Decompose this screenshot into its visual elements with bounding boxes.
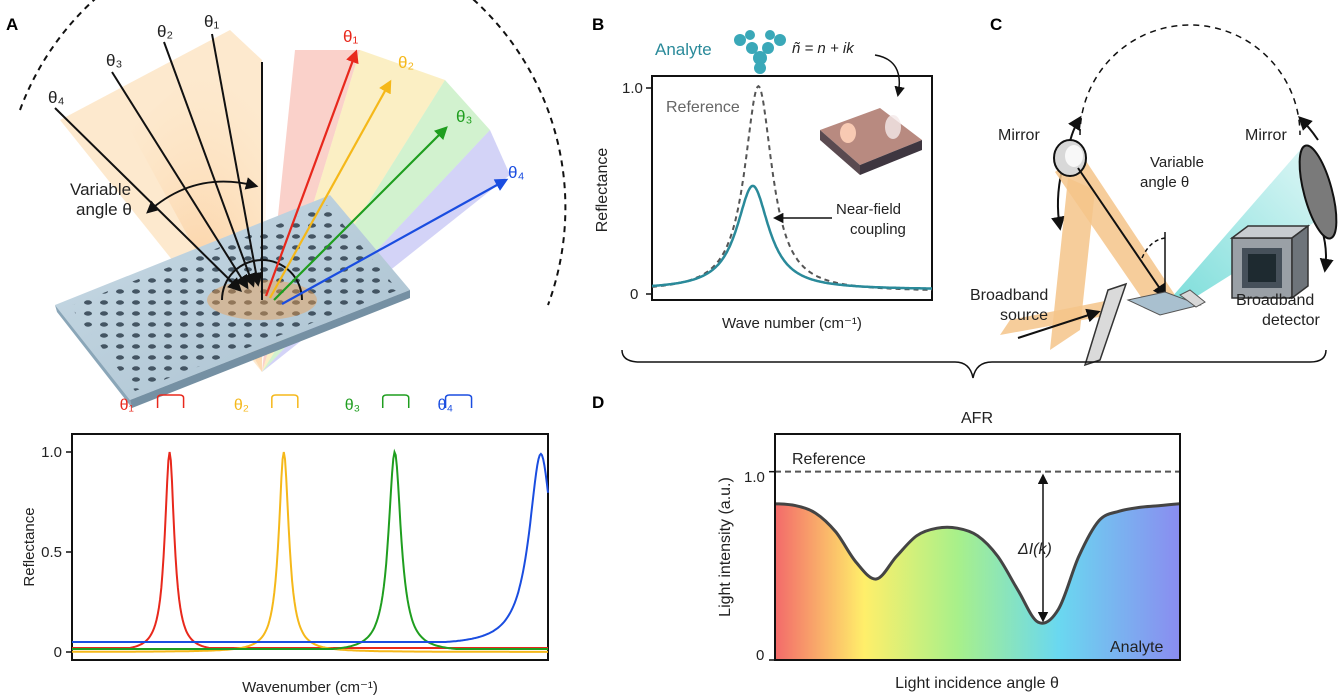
- variable-angle-label-1: Variable: [70, 180, 131, 199]
- chart-a-series-2: [72, 451, 548, 653]
- chart-b-ylabel: Reflectance: [594, 148, 611, 233]
- chart-d-frame: [774, 433, 1181, 661]
- chart-b-analyte-curve: [651, 184, 932, 290]
- chart-d-xlabel: Light incidence angle θ: [895, 675, 1059, 692]
- broadband-source-icon: [1083, 282, 1128, 367]
- beam-direction-arrow: [1077, 167, 1167, 299]
- chart-d-afr: Reference ΔI(k) Analyte 1.0 0 Light inte…: [717, 433, 1181, 692]
- near-field-label-1: Near-field: [836, 201, 901, 218]
- reflected-arrow-4: [281, 178, 509, 305]
- mirror-right-label: Mirror: [1245, 127, 1287, 144]
- chart-d-analyte-curve: [775, 502, 1180, 625]
- chart-b-ytick-0: 0: [630, 286, 638, 303]
- setup-arc-dashed: [1079, 24, 1301, 136]
- chart-a-peak-bracket-2: [271, 394, 299, 408]
- chart-a-peak-bracket-3: [381, 394, 410, 408]
- antibody-molecule-icon: [734, 30, 786, 74]
- panel-label-c: C: [990, 15, 1002, 34]
- chart-a-ytick-label: 0.5: [41, 544, 62, 561]
- source-beam-c: [1050, 178, 1095, 350]
- variable-angle-c-2: angle θ: [1140, 174, 1189, 191]
- chart-d-title: AFR: [961, 410, 993, 427]
- source-label-1: Broadband: [970, 287, 1048, 304]
- chart-a-ytick-label: 1.0: [41, 444, 62, 461]
- reflected-label-2: θ₂: [398, 53, 414, 72]
- chart-a-ytick-label: 0: [54, 644, 62, 661]
- delta-intensity-label: ΔI(k): [1017, 541, 1052, 558]
- source-label-2: source: [1000, 307, 1048, 324]
- chart-a-ylabel: Reflectance: [21, 507, 38, 586]
- chart-a-peak-bracket-4: [444, 394, 473, 408]
- formula-arrow: [874, 54, 905, 98]
- reference-label-b: Reference: [666, 99, 740, 116]
- reflected-arrow-1: [264, 49, 359, 297]
- chart-d-area-fill: [775, 503, 1180, 660]
- chart-a-frame: [71, 433, 549, 661]
- incidence-semicircle: [221, 259, 303, 301]
- incident-label-2: θ₂: [157, 22, 173, 41]
- grouping-brace: [621, 349, 1327, 379]
- chart-a-peak-label-4: θ₄: [438, 397, 453, 414]
- refractive-index-formula: ñ = n + ik: [792, 40, 855, 57]
- chart-a-spectra: θ₁ θ₂ θ₃ θ₄ 0 0.5 1.0 Wavenumber (cm⁻¹) Refle…: [21, 394, 549, 696]
- chart-b-frame: [651, 75, 933, 301]
- detector-label-2: detector: [1262, 312, 1320, 329]
- panel-label-b: B: [592, 15, 604, 34]
- reflected-label-3: θ₃: [456, 107, 472, 126]
- mirror-right-icon: [1298, 144, 1338, 240]
- source-input-arrow: [1017, 308, 1101, 339]
- near-field-label-2: coupling: [850, 221, 906, 238]
- sample-window-c: [1179, 289, 1206, 308]
- incident-arrow-1: [211, 33, 263, 287]
- chart-a-xlabel: Wavenumber (cm⁻¹): [242, 679, 378, 696]
- chart-b-reflectance: 1.0 0 Reference Near-field coupling Refl…: [594, 75, 933, 332]
- reference-label-d: Reference: [792, 451, 866, 468]
- chart-a-peak-label-1: θ₁: [120, 397, 134, 414]
- chart-a-peak-bracket-1: [156, 394, 185, 408]
- panel-label-a: A: [6, 15, 18, 34]
- reflected-arrow-2: [269, 79, 392, 299]
- chart-d-ytick-1: 1.0: [744, 469, 765, 486]
- chart-b-xlabel: Wave number (cm⁻¹): [722, 315, 862, 332]
- incident-arrow-2: [163, 41, 256, 288]
- reflected-arrow-3: [273, 126, 448, 301]
- chart-a-peak-label-3: θ₃: [345, 397, 360, 414]
- chart-d-ylabel: Light intensity (a.u.): [717, 477, 734, 617]
- variable-angle-c-1: Variable: [1150, 154, 1204, 171]
- sensor-sample-inset: [820, 108, 922, 175]
- mirror-left-label: Mirror: [998, 127, 1040, 144]
- chart-a-series-1: [72, 451, 548, 649]
- chart-d-ytick-0: 0: [756, 647, 764, 664]
- mirror-left-icon: [1053, 139, 1087, 177]
- analyte-label-d: Analyte: [1110, 639, 1163, 656]
- broadband-detector-icon: [1229, 224, 1311, 300]
- panel-label-d: D: [592, 393, 604, 412]
- incident-label-3: θ₃: [106, 51, 122, 70]
- chart-a-series-4: [72, 452, 549, 643]
- source-beam-input: [1000, 300, 1110, 335]
- angle-indicator-c: [1141, 237, 1166, 259]
- variable-angle-arrow: [146, 177, 259, 214]
- incident-label-1: θ₁: [204, 12, 219, 31]
- detector-label-1: Broadband: [1236, 292, 1314, 309]
- mirror-right-rotate-arrow: [1298, 116, 1319, 141]
- analyte-label: Analyte: [655, 40, 712, 59]
- reflected-label-1: θ₁: [343, 27, 358, 46]
- variable-angle-label-2: angle θ: [76, 200, 132, 219]
- chart-a-peak-label-2: θ₂: [234, 397, 249, 414]
- incident-label-4: θ₄: [48, 88, 64, 107]
- reflected-label-4: θ₄: [508, 163, 524, 182]
- chart-b-ytick-1: 1.0: [622, 80, 643, 97]
- chart-a-series-3: [72, 448, 548, 650]
